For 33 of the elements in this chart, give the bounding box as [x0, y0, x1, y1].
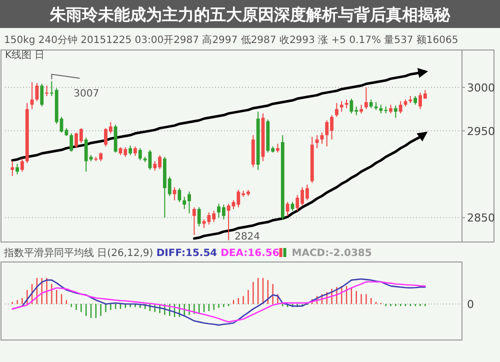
chart-title: 指数平滑异同平均线 日(26,12,9): [3, 247, 156, 259]
candlestick: [286, 202, 290, 216]
y-tick-label: 2950: [467, 124, 495, 138]
candlestick: [128, 145, 132, 156]
candlestick: [334, 102, 338, 118]
candlestick: [178, 188, 182, 203]
y-tick-label: 3000: [467, 81, 495, 94]
chart-subtitle: 150kg 240分钟 20151225 03:00开2987 高2997 低2987 收2993 涨 +5 0.17% 量537 额16065: [4, 34, 458, 46]
annotation: 2824: [234, 231, 260, 242]
candlestick: [45, 85, 48, 97]
text: 0: [467, 298, 474, 311]
candlestick: [40, 83, 44, 107]
text: DEA:16.56: [220, 248, 283, 259]
candlestick: [20, 158, 24, 172]
candlestick: [10, 160, 14, 176]
candlestick: [394, 105, 398, 118]
legend-label: MACD:-2.0385: [292, 248, 372, 259]
candlestick: [70, 132, 74, 152]
y-tick-label: 2850: [467, 212, 495, 225]
candlestick: [35, 82, 39, 102]
candlestick: [364, 86, 368, 110]
candlestick: [134, 146, 137, 156]
annotation: 3007: [74, 88, 100, 100]
text: DIFF:15.54: [156, 248, 221, 259]
annotation: K线图 日: [5, 49, 45, 61]
candlestick: [320, 132, 324, 144]
candlestick: [197, 206, 201, 227]
candlestick: [192, 206, 196, 236]
candlestick: [340, 100, 344, 112]
candlestick: [138, 148, 142, 161]
chart-title: 朱雨玲未能成为主力的五大原因深度解析与背后真相揭秘: [49, 5, 451, 24]
candlestick: [16, 163, 19, 175]
candlestick: [398, 100, 402, 114]
